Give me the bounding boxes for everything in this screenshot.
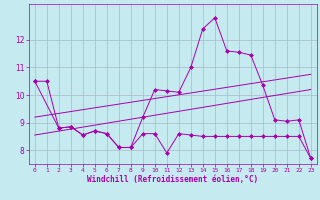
X-axis label: Windchill (Refroidissement éolien,°C): Windchill (Refroidissement éolien,°C) bbox=[87, 175, 258, 184]
